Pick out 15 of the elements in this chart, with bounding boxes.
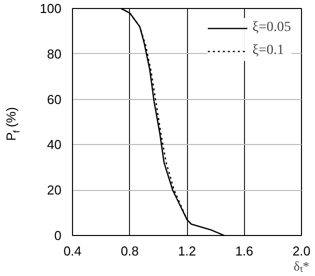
y-tick-label: 80 <box>47 46 62 62</box>
y-tick-label: 60 <box>47 92 62 107</box>
x-tick-label: 0.4 <box>63 244 82 258</box>
y-tick-label: 0 <box>54 228 62 243</box>
x-tick-label: 0.8 <box>120 244 139 258</box>
y-axis-title: Pf(%) <box>4 107 22 141</box>
y-tick-label: 100 <box>40 1 62 16</box>
legend-label: ξ=0.1 <box>252 43 284 59</box>
y-tick-label: 40 <box>47 137 62 152</box>
x-tick-label: 1.6 <box>235 244 254 258</box>
x-tick-label: 1.2 <box>178 244 196 258</box>
x-axis-title: δₜ* <box>294 258 310 274</box>
x-tick-label: 2.0 <box>292 244 311 258</box>
y-tick-label: 20 <box>47 182 62 198</box>
legend-label: ξ=0.05 <box>252 20 291 36</box>
